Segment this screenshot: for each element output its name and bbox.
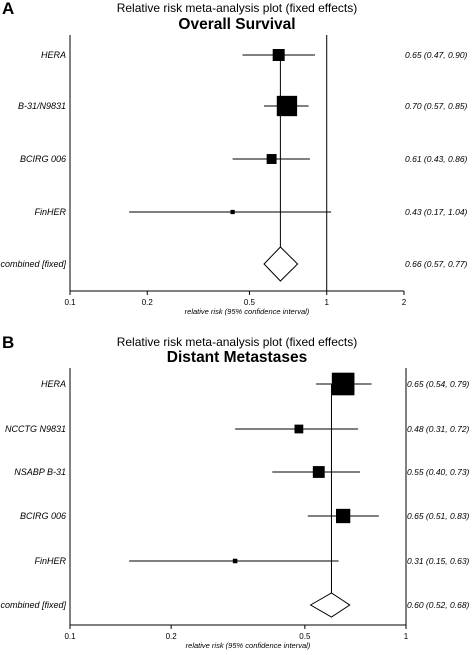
panel-label: A: [2, 0, 14, 18]
combined-label: combined [fixed]: [0, 600, 66, 610]
study-label: HERA: [41, 50, 66, 60]
ci-text: 0.70 (0.57, 0.85): [405, 101, 468, 111]
study-label: BCIRG 006: [20, 154, 66, 164]
combined-ci-text: 0.60 (0.52, 0.68): [407, 600, 470, 610]
x-tick-label: 0.2: [142, 298, 154, 307]
chart-title: Overall Survival: [178, 16, 295, 33]
x-tick-label: 1: [324, 298, 329, 307]
point-estimate-box: [335, 508, 351, 524]
point-estimate-box: [276, 95, 298, 117]
point-estimate-box: [266, 154, 277, 164]
x-tick-label: 1: [404, 632, 409, 641]
ci-text: 0.31 (0.15, 0.63): [407, 556, 470, 566]
ci-text: 0.48 (0.31, 0.72): [407, 424, 470, 434]
x-tick-label: 0.1: [64, 632, 76, 641]
x-tick-label: 0.1: [64, 298, 76, 307]
x-tick-label: 0.5: [299, 632, 311, 641]
x-axis-label: relative risk (95% confidence interval): [186, 641, 311, 650]
point-estimate-box: [232, 558, 238, 564]
x-tick-label: 0.5: [244, 298, 256, 307]
study-label: FinHER: [34, 207, 66, 217]
chart-supertitle: Relative risk meta-analysis plot (fixed …: [117, 1, 358, 15]
x-axis-label: relative risk (95% confidence interval): [185, 307, 310, 316]
ci-text: 0.65 (0.47, 0.90): [405, 50, 468, 60]
study-label: BCIRG 006: [20, 511, 66, 521]
ci-text: 0.55 (0.40, 0.73): [407, 467, 470, 477]
study-label: B-31/N9831: [18, 101, 66, 111]
chart-title: Distant Metastases: [167, 349, 307, 366]
combined-label: combined [fixed]: [0, 259, 66, 269]
chart-supertitle: Relative risk meta-analysis plot (fixed …: [117, 335, 358, 349]
point-estimate-box: [272, 49, 285, 61]
x-tick-label: 2: [402, 298, 407, 307]
point-estimate-box: [230, 209, 235, 215]
ci-text: 0.65 (0.54, 0.79): [407, 379, 470, 389]
point-estimate-box: [294, 424, 304, 434]
panel-label: B: [2, 333, 14, 352]
study-label: NSABP B-31: [14, 467, 66, 477]
point-estimate-box: [312, 466, 325, 478]
ci-text: 0.43 (0.17, 1.04): [405, 207, 468, 217]
combined-estimate-diamond: [263, 246, 299, 282]
ci-text: 0.61 (0.43, 0.86): [405, 154, 468, 164]
study-label: NCCTG N9831: [5, 424, 66, 434]
ci-text: 0.65 (0.51, 0.83): [407, 511, 470, 521]
x-tick-label: 0.2: [166, 632, 178, 641]
study-label: FinHER: [34, 556, 66, 566]
point-estimate-box: [331, 372, 355, 396]
combined-ci-text: 0.66 (0.57, 0.77): [405, 259, 468, 269]
combined-estimate-diamond: [309, 592, 351, 618]
study-label: HERA: [41, 379, 66, 389]
